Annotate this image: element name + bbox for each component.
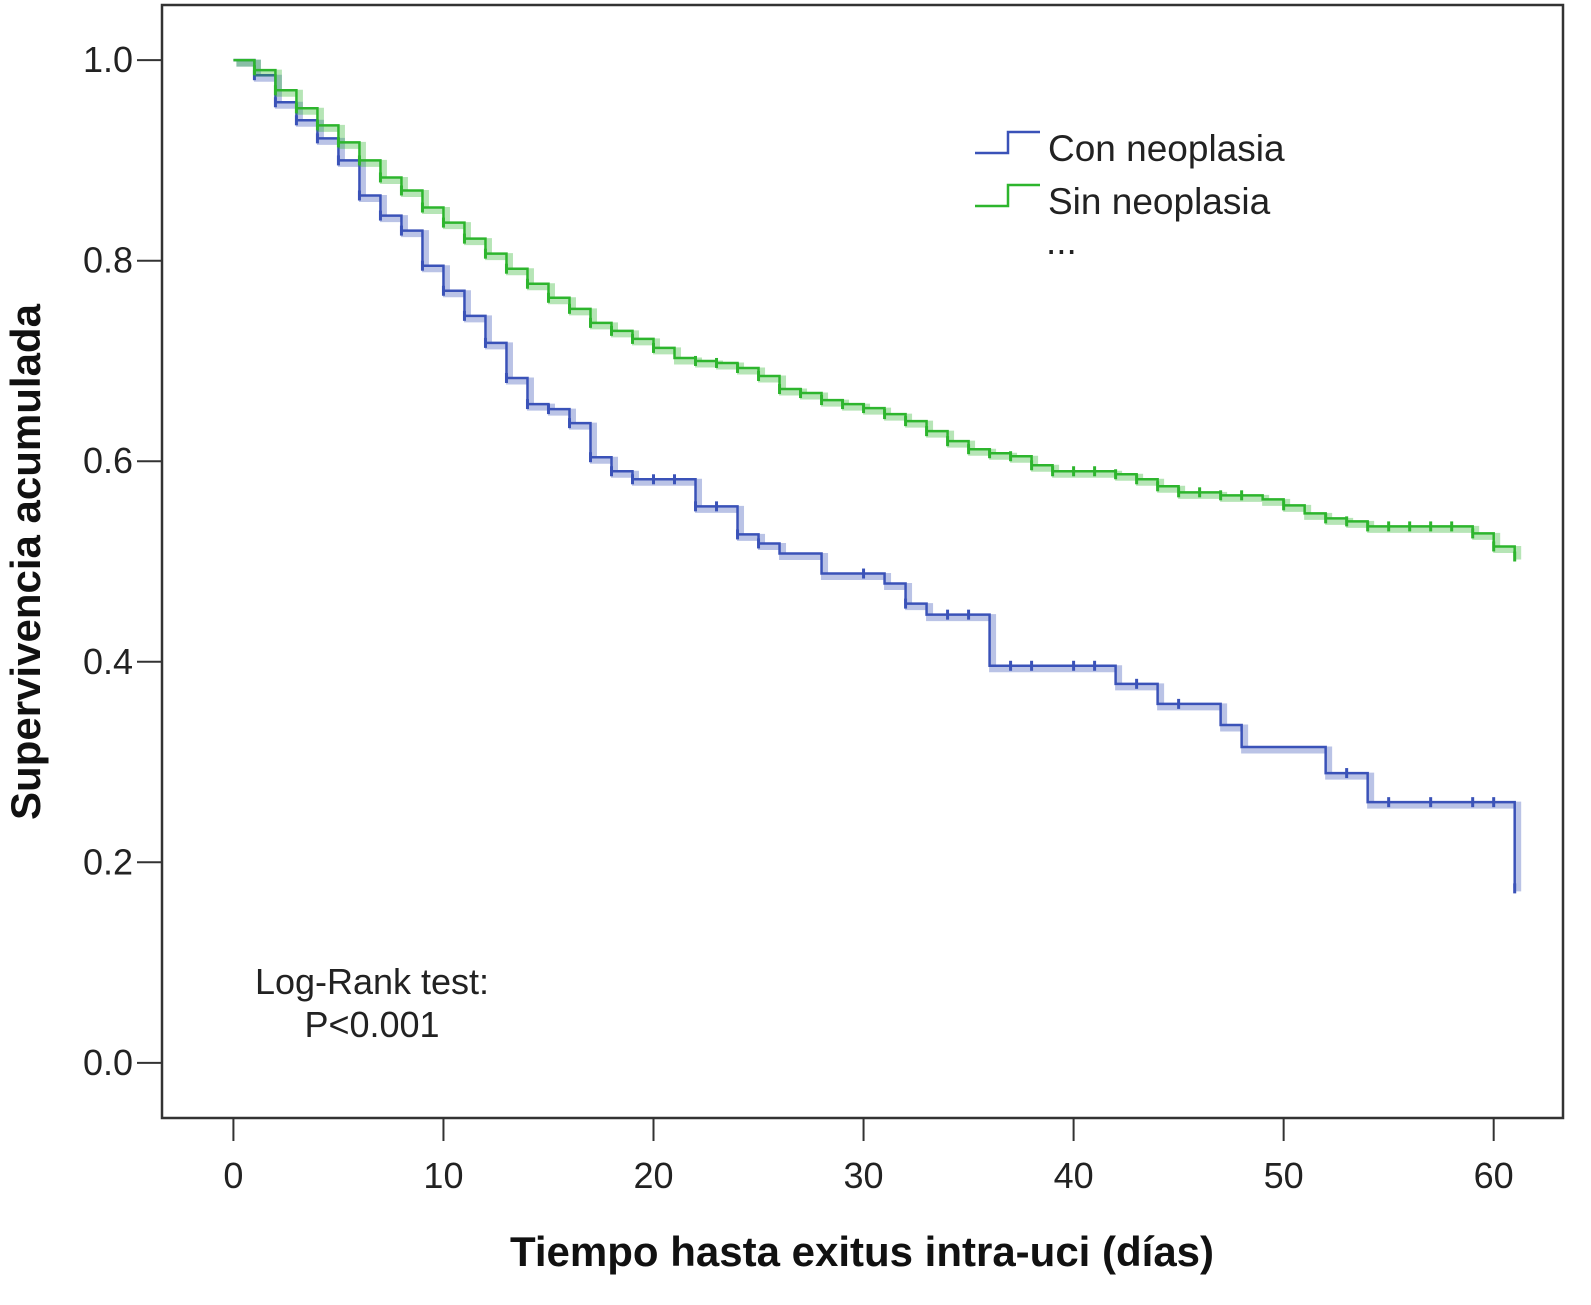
- y-tick-label: 0.6: [83, 440, 133, 481]
- legend-label-con-neoplasia: Con neoplasia: [1048, 128, 1285, 169]
- x-axis-title: Tiempo hasta exitus intra-uci (días): [510, 1228, 1214, 1275]
- curve-shadow: [236, 59, 1522, 892]
- annotation-log-rank: Log-Rank test:: [255, 961, 489, 1002]
- survival-curve: [233, 58, 1516, 889]
- y-tick-label: 1.0: [83, 39, 133, 80]
- legend-ellipsis: ...: [1046, 221, 1077, 262]
- y-tick-label: 0.0: [83, 1042, 133, 1083]
- plot-frame: [160, 3, 1565, 1120]
- x-tick-label: 50: [1264, 1155, 1304, 1196]
- y-tick-label: 0.2: [83, 841, 133, 882]
- x-axis: 0 10 20 30 40 50 60: [223, 1118, 1514, 1196]
- x-tick-label: 30: [844, 1155, 884, 1196]
- y-tick-label: 0.4: [83, 641, 133, 682]
- survival-curves: [233, 58, 1522, 894]
- legend-swatch-sin-neoplasia: [975, 183, 1040, 208]
- series-con-neoplasia: [233, 58, 1522, 894]
- y-axis: 0.0 0.2 0.4 0.6 0.8 1.0: [83, 39, 162, 1083]
- y-axis-title: Supervivencia acumulada: [2, 303, 49, 820]
- x-tick-label: 10: [423, 1155, 463, 1196]
- legend-swatch-con-neoplasia: [975, 130, 1040, 155]
- series-sin-neoplasia: [233, 58, 1522, 562]
- legend: Con neoplasia Sin neoplasia ...: [975, 128, 1285, 262]
- y-tick-label: 0.8: [83, 240, 133, 281]
- x-tick-label: 40: [1054, 1155, 1094, 1196]
- x-tick-label: 60: [1474, 1155, 1514, 1196]
- legend-label-sin-neoplasia: Sin neoplasia: [1048, 181, 1271, 222]
- annotation-p-value: P<0.001: [304, 1004, 439, 1045]
- x-tick-label: 20: [633, 1155, 673, 1196]
- x-tick-label: 0: [223, 1155, 243, 1196]
